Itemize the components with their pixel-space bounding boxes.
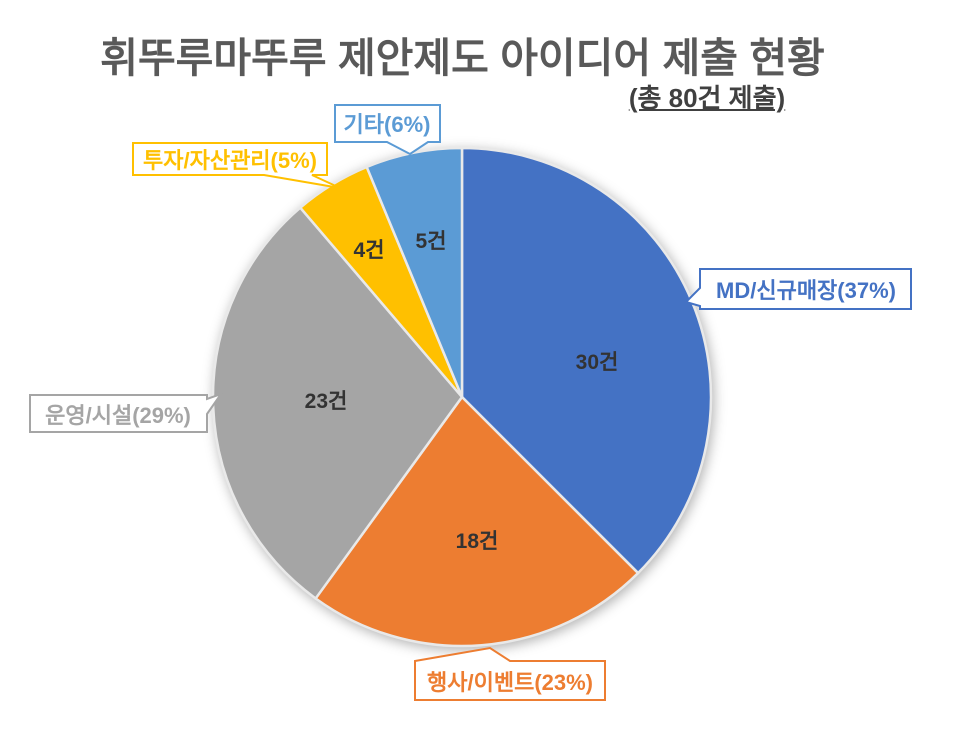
callout-label-investment-asset-mgmt: 투자/자산관리(5%) <box>142 148 318 173</box>
data-label-md-new-store: 30건 <box>575 351 619 374</box>
data-label-event: 18건 <box>455 530 499 553</box>
callout-shapes-group <box>29 104 912 701</box>
callout-box-operations-facilities <box>29 392 224 433</box>
callout-box-etc <box>334 104 441 156</box>
callout-box-md-new-store <box>684 268 912 310</box>
callout-box-event <box>414 646 606 701</box>
data-label-etc: 5건 <box>415 230 447 253</box>
chart-subtitle: (총 80건 제출) <box>628 83 786 113</box>
data-label-operations-facilities: 23건 <box>304 390 348 413</box>
callout-label-operations-facilities: 운영/시설(29%) <box>45 403 191 428</box>
callout-label-event: 행사/이벤트(23%) <box>427 670 593 695</box>
chart-title: 휘뚜루마뚜루 제안제도 아이디어 제출 현황 <box>100 35 825 81</box>
callout-box-investment-asset-mgmt <box>132 142 341 189</box>
callout-label-md-new-store: MD/신규매장(37%) <box>716 278 896 303</box>
callout-label-etc: 기타(6%) <box>343 112 431 137</box>
pie-slice-event <box>314 395 640 648</box>
data-label-investment-asset-mgmt: 4건 <box>353 239 385 262</box>
pie-slices-group <box>211 146 713 648</box>
